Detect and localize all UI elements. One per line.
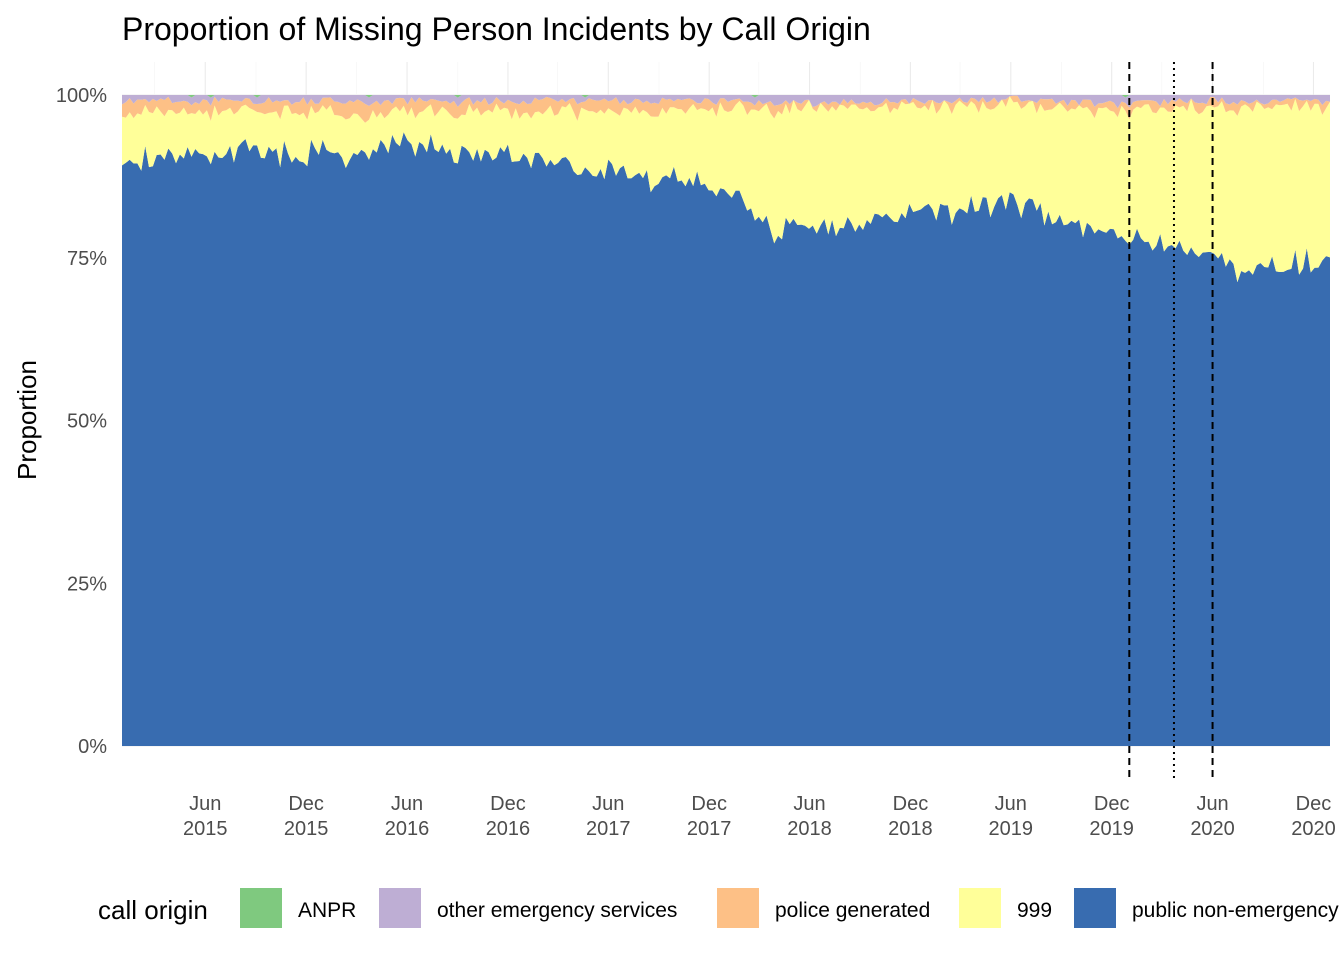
legend-key — [1074, 888, 1116, 928]
x-tick-label: Jun — [189, 793, 221, 815]
x-tick-label: Jun — [391, 793, 423, 815]
x-tick-year-label: 2019 — [1089, 818, 1134, 840]
legend-key — [379, 888, 421, 928]
x-tick-year-label: 2015 — [284, 818, 329, 840]
x-tick-label: Jun — [793, 793, 825, 815]
legend-label: 999 — [1017, 899, 1052, 922]
legend-title: call origin — [98, 895, 208, 925]
x-tick-year-label: 2018 — [787, 818, 832, 840]
legend-key — [959, 888, 1001, 928]
y-tick-label: 100% — [56, 85, 107, 107]
x-tick-label: Dec — [1296, 793, 1332, 815]
legend-key — [717, 888, 759, 928]
x-tick-year-label: 2016 — [385, 818, 430, 840]
x-tick-year-label: 2020 — [1190, 818, 1235, 840]
x-tick-label: Dec — [490, 793, 526, 815]
y-axis-ticks: 0% 25% 50% 75% 100% — [56, 85, 107, 758]
x-tick-label: Dec — [691, 793, 727, 815]
y-tick-label: 75% — [67, 248, 107, 270]
x-tick-year-label: 2019 — [989, 818, 1034, 840]
x-tick-year-label: 2015 — [183, 818, 228, 840]
y-axis-title: Proportion — [12, 360, 42, 480]
x-axis-ticks: Jun 2015 Dec 2015 Jun 2016 Dec 2016 Jun 2017 Dec 20… — [183, 793, 1336, 840]
legend-label: public non-emergency — [1132, 899, 1339, 922]
legend-key — [240, 888, 282, 928]
y-tick-label: 50% — [67, 411, 107, 433]
legend: call origin ANPR other emergency services… — [98, 888, 1339, 928]
x-tick-year-label: 2018 — [888, 818, 933, 840]
x-tick-label: Jun — [995, 793, 1027, 815]
legend-label: ANPR — [298, 899, 356, 922]
y-tick-label: 25% — [67, 573, 107, 595]
x-tick-year-label: 2016 — [486, 818, 531, 840]
x-tick-year-label: 2017 — [586, 818, 631, 840]
x-tick-year-label: 2020 — [1291, 818, 1336, 840]
legend-label: police generated — [775, 899, 930, 922]
area-other-emergency-services — [122, 95, 1330, 109]
area-police-generated — [122, 95, 1330, 123]
chart-title: Proportion of Missing Person Incidents b… — [122, 11, 871, 47]
x-tick-label: Dec — [1094, 793, 1130, 815]
x-tick-label: Jun — [1196, 793, 1228, 815]
y-tick-label: 0% — [78, 736, 107, 758]
x-tick-label: Dec — [288, 793, 324, 815]
legend-label: other emergency services — [437, 899, 677, 922]
area-999 — [122, 96, 1330, 283]
stacked-areas — [122, 95, 1330, 746]
area-public-non-emergency — [122, 132, 1330, 746]
x-tick-year-label: 2017 — [687, 818, 732, 840]
x-tick-label: Jun — [592, 793, 624, 815]
x-tick-label: Dec — [893, 793, 929, 815]
